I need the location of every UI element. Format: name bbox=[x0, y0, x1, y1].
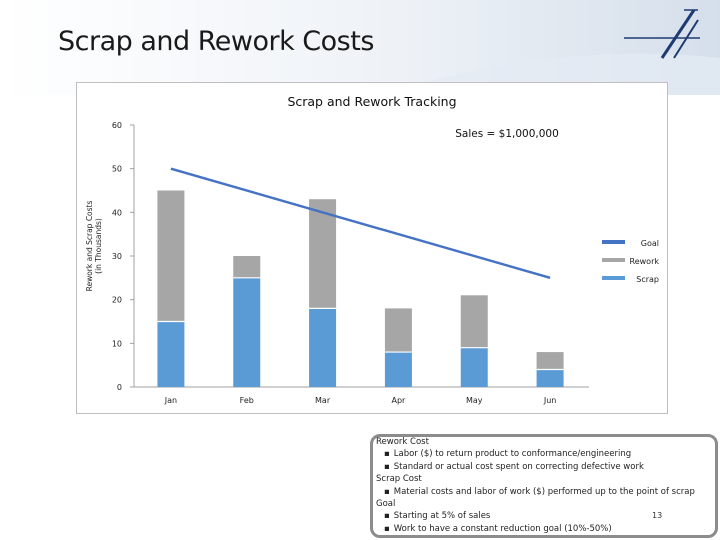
bar-rework-apr bbox=[384, 308, 412, 353]
x-tick-label: Jun bbox=[543, 396, 557, 405]
note-bullet: Work to have a constant reduction goal (… bbox=[384, 523, 706, 535]
y-tick-label: 30 bbox=[112, 252, 122, 261]
bar-scrap-apr bbox=[384, 352, 412, 387]
note-bullet: Starting at 5% of sales bbox=[384, 510, 706, 522]
bar-scrap-jan bbox=[157, 321, 185, 387]
x-tick-label: Apr bbox=[391, 396, 406, 405]
bar-rework-mar bbox=[309, 199, 337, 309]
x-tick-label: Mar bbox=[315, 396, 331, 405]
y-tick-label: 20 bbox=[112, 296, 122, 305]
chart-area: Scrap and Rework Tracking Sales = $1,000,… bbox=[76, 82, 668, 414]
note-bullet: Labor ($) to return product to conforman… bbox=[384, 448, 706, 460]
y-tick-label: 50 bbox=[112, 165, 122, 174]
y-tick-label: 40 bbox=[112, 208, 122, 217]
page-number: 13 bbox=[652, 511, 663, 520]
y-tick-label: 0 bbox=[117, 383, 122, 392]
note-heading-goal: Goal bbox=[376, 499, 396, 510]
y-tick-label: 60 bbox=[112, 121, 122, 130]
bar-scrap-may bbox=[460, 347, 488, 387]
goal-line bbox=[170, 167, 551, 279]
bar-rework-feb bbox=[233, 256, 261, 278]
sales-annotation: Sales = $1,000,000 bbox=[455, 128, 559, 140]
note-bullet: Standard or actual cost spent on correct… bbox=[384, 461, 706, 473]
stacked-bar-chart: Scrap and Rework Tracking Sales = $1,000,… bbox=[85, 94, 660, 405]
x-tick-label: Feb bbox=[240, 396, 254, 405]
legend-swatch-scrap bbox=[602, 276, 625, 280]
legend-swatch-goal bbox=[602, 240, 625, 244]
legend-swatch-rework bbox=[602, 258, 625, 262]
legend-label-scrap: Scrap bbox=[636, 275, 659, 284]
bar-scrap-feb bbox=[233, 277, 261, 387]
company-logo-icon bbox=[624, 9, 700, 59]
y-tick-label: 10 bbox=[112, 339, 122, 348]
bar-rework-jun bbox=[536, 352, 564, 370]
chart-title: Scrap and Rework Tracking bbox=[287, 94, 456, 109]
bar-rework-may bbox=[460, 295, 488, 348]
bar-rework-jan bbox=[157, 190, 185, 322]
note-heading-scrap: Scrap Cost bbox=[376, 474, 422, 485]
note-bullet: Material costs and labor of work ($) per… bbox=[384, 486, 706, 498]
y-axis-label: Rework and Scrap Costs bbox=[85, 201, 94, 292]
legend-label-rework: Rework bbox=[630, 257, 660, 266]
y-axis-label: (in Thousands) bbox=[94, 218, 103, 274]
bar-scrap-mar bbox=[309, 308, 337, 387]
x-tick-label: Jan bbox=[164, 396, 177, 405]
slide-title: Scrap and Rework Costs bbox=[58, 26, 374, 57]
legend-label-goal: Goal bbox=[641, 239, 659, 248]
notes-text: Rework Cost Labor ($) to return product … bbox=[376, 436, 706, 535]
note-heading-rework: Rework Cost bbox=[376, 437, 429, 447]
x-tick-label: May bbox=[466, 396, 483, 405]
bar-scrap-jun bbox=[536, 369, 564, 387]
